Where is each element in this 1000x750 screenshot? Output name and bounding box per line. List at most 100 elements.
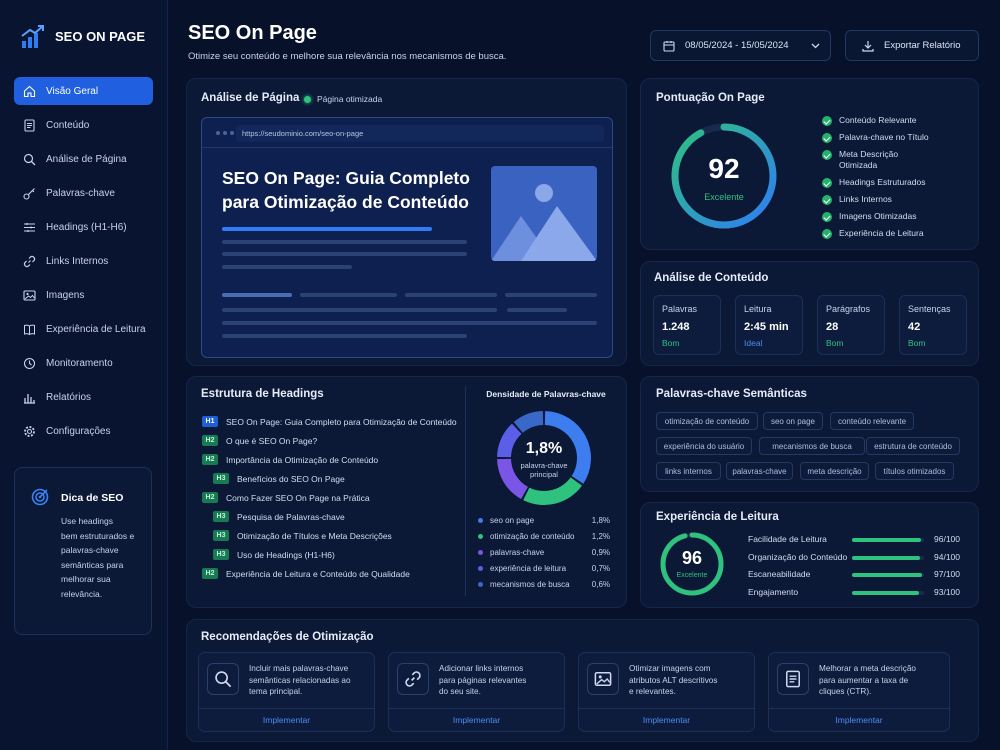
recommendation-text: Melhorar a meta descrição para aumentar a…	[819, 663, 949, 698]
recommendation-card: Adicionar links internos para páginas rel…	[388, 652, 565, 732]
divider	[465, 386, 466, 596]
score-title: Pontuação On Page	[656, 92, 765, 104]
nav-item-3[interactable]: Análise de Página	[14, 145, 153, 173]
metric-box: Sentenças 42 Bom	[899, 295, 967, 355]
progress-fill	[852, 538, 922, 542]
legend-item: mecanismos de busca 0,6%	[478, 580, 610, 589]
nav-item-1[interactable]: Visão Geral	[14, 77, 153, 105]
nav-item-label: Experiência de Leitura	[46, 323, 146, 335]
semantic-tag[interactable]: títulos otimizados	[875, 462, 954, 480]
nav-item-10[interactable]: Relatórios	[14, 383, 153, 411]
recommendation-card: Otimizar imagens com atributos ALT descri…	[578, 652, 755, 732]
preview-text-line	[222, 334, 467, 338]
heading-tag: H2	[202, 568, 218, 579]
semantic-tag[interactable]: conteúdo relevante	[830, 412, 914, 430]
density-title: Densidade de Palavras-chave	[486, 389, 606, 399]
metric-value: 42	[908, 321, 921, 333]
content-analysis-title: Análise de Conteúdo	[654, 272, 769, 284]
nav-item-11[interactable]: Configurações	[14, 417, 153, 445]
date-range-picker[interactable]: 08/05/2024 - 15/05/2024	[650, 30, 831, 61]
recommendation-line: Melhorar a meta descrição	[819, 664, 916, 673]
semantic-tag[interactable]: experiência do usuário	[656, 437, 752, 455]
nav-item-2[interactable]: Conteúdo	[14, 111, 153, 139]
nav-item-4[interactable]: Palavras-chave	[14, 179, 153, 207]
heading-text: Pesquisa de Palavras-chave	[237, 511, 345, 522]
legend-dot-icon	[478, 582, 483, 587]
check-label: Palavra-chave no Título	[839, 132, 929, 142]
recommendation-line: Adicionar links internos	[439, 664, 524, 673]
heading-tag: H3	[213, 511, 229, 522]
divider	[199, 708, 374, 709]
implement-link[interactable]: Implementar	[835, 715, 883, 725]
reading-gauge	[660, 532, 724, 596]
check-item: Links Internos	[822, 194, 892, 205]
semantic-tag[interactable]: seo on page	[763, 412, 823, 430]
implement-link[interactable]: Implementar	[642, 715, 691, 725]
export-report-button[interactable]: Exportar Relatório	[845, 30, 979, 61]
reading-row: Escaneabilidade 97/100	[748, 569, 960, 581]
nav-item-5[interactable]: Headings (H1-H6)	[14, 213, 153, 241]
semantic-tag[interactable]: links internos	[656, 462, 721, 480]
preview-text-line	[222, 265, 352, 269]
semantic-tag[interactable]: palavras-chave	[726, 462, 793, 480]
metric-label: Sentenças	[908, 304, 951, 314]
check-item: Headings Estruturados	[822, 177, 925, 188]
preview-text-line	[222, 240, 467, 244]
legend-label: experiência de leitura	[490, 564, 567, 573]
metric-value: 28	[826, 321, 839, 333]
legend-value: 0,9%	[591, 548, 610, 557]
preview-text-line	[222, 321, 597, 325]
implement-link[interactable]: Implementar	[262, 715, 311, 725]
nav-item-6[interactable]: Links Internos	[14, 247, 153, 275]
nav-item-label: Relatórios	[46, 391, 92, 403]
reading-row: Organização do Conteúdo 94/100	[748, 552, 960, 564]
link-icon	[397, 663, 429, 695]
recommendation-card: Incluir mais palavras-chave semânticas re…	[198, 652, 375, 732]
donut-slice	[497, 423, 522, 458]
divider	[769, 708, 949, 709]
heading-row: H3 Pesquisa de Palavras-chave	[213, 511, 345, 522]
legend-label: otimização de conteúdo	[490, 532, 575, 541]
semantic-tag[interactable]: meta descrição	[800, 462, 869, 480]
check-circle-icon	[822, 133, 832, 143]
page-subtitle: Otimize seu conteúdo e melhore sua relev…	[188, 51, 507, 62]
metric-label: Parágrafos	[826, 304, 871, 314]
recommendation-line: para páginas relevantes	[439, 675, 527, 685]
nav-item-9[interactable]: Monitoramento	[14, 349, 153, 377]
preview-highlight-line	[222, 227, 432, 231]
heading-tag: H1	[202, 416, 218, 427]
semantic-tag[interactable]: otimização de conteúdo	[656, 412, 758, 430]
bar-chart-icon	[22, 390, 36, 404]
metric-box: Parágrafos 28 Bom	[817, 295, 885, 355]
nav-item-7[interactable]: Imagens	[14, 281, 153, 309]
density-center-value: 1,8%	[525, 440, 563, 457]
reading-row: Facilidade de Leitura 96/100	[748, 534, 960, 546]
headings-title: Estrutura de Headings	[201, 388, 324, 400]
browser-dots-icon	[216, 131, 234, 135]
recommendation-text: Adicionar links internos para páginas rel…	[439, 663, 569, 698]
heading-row: H2 Importância da Otimização de Conteúdo	[202, 454, 378, 465]
legend-dot-icon	[478, 518, 483, 523]
progress-track	[852, 538, 924, 542]
reading-metric-score: 97/100	[934, 569, 960, 579]
brand-name: SEO ON PAGE	[55, 29, 146, 44]
recommendation-text: Incluir mais palavras-chave semânticas re…	[249, 663, 379, 698]
donut-slice	[544, 411, 591, 484]
donut-slice	[497, 458, 528, 500]
semantic-title: Palavras-chave Semânticas	[656, 388, 807, 400]
semantic-tag[interactable]: mecanismos de busca	[759, 437, 865, 455]
heading-tag: H2	[202, 492, 218, 503]
check-label: Links Internos	[839, 194, 892, 204]
nav-item-8[interactable]: Experiência de Leitura	[14, 315, 153, 343]
recommendation-line: cliques (CTR).	[819, 687, 872, 696]
legend-dot-icon	[478, 566, 483, 571]
implement-link[interactable]: Implementar	[452, 715, 501, 725]
reading-metric-score: 96/100	[934, 534, 960, 544]
heading-text: Uso de Headings (H1-H6)	[237, 549, 335, 560]
legend-item: otimização de conteúdo 1,2%	[478, 532, 610, 541]
check-item: Palavra-chave no Título	[822, 132, 929, 143]
semantic-tag[interactable]: estrutura de conteúdo	[866, 437, 960, 455]
nav-item-label: Conteúdo	[46, 119, 90, 131]
recommendations-title: Recomendações de Otimização	[201, 631, 374, 643]
key-icon	[22, 186, 36, 200]
